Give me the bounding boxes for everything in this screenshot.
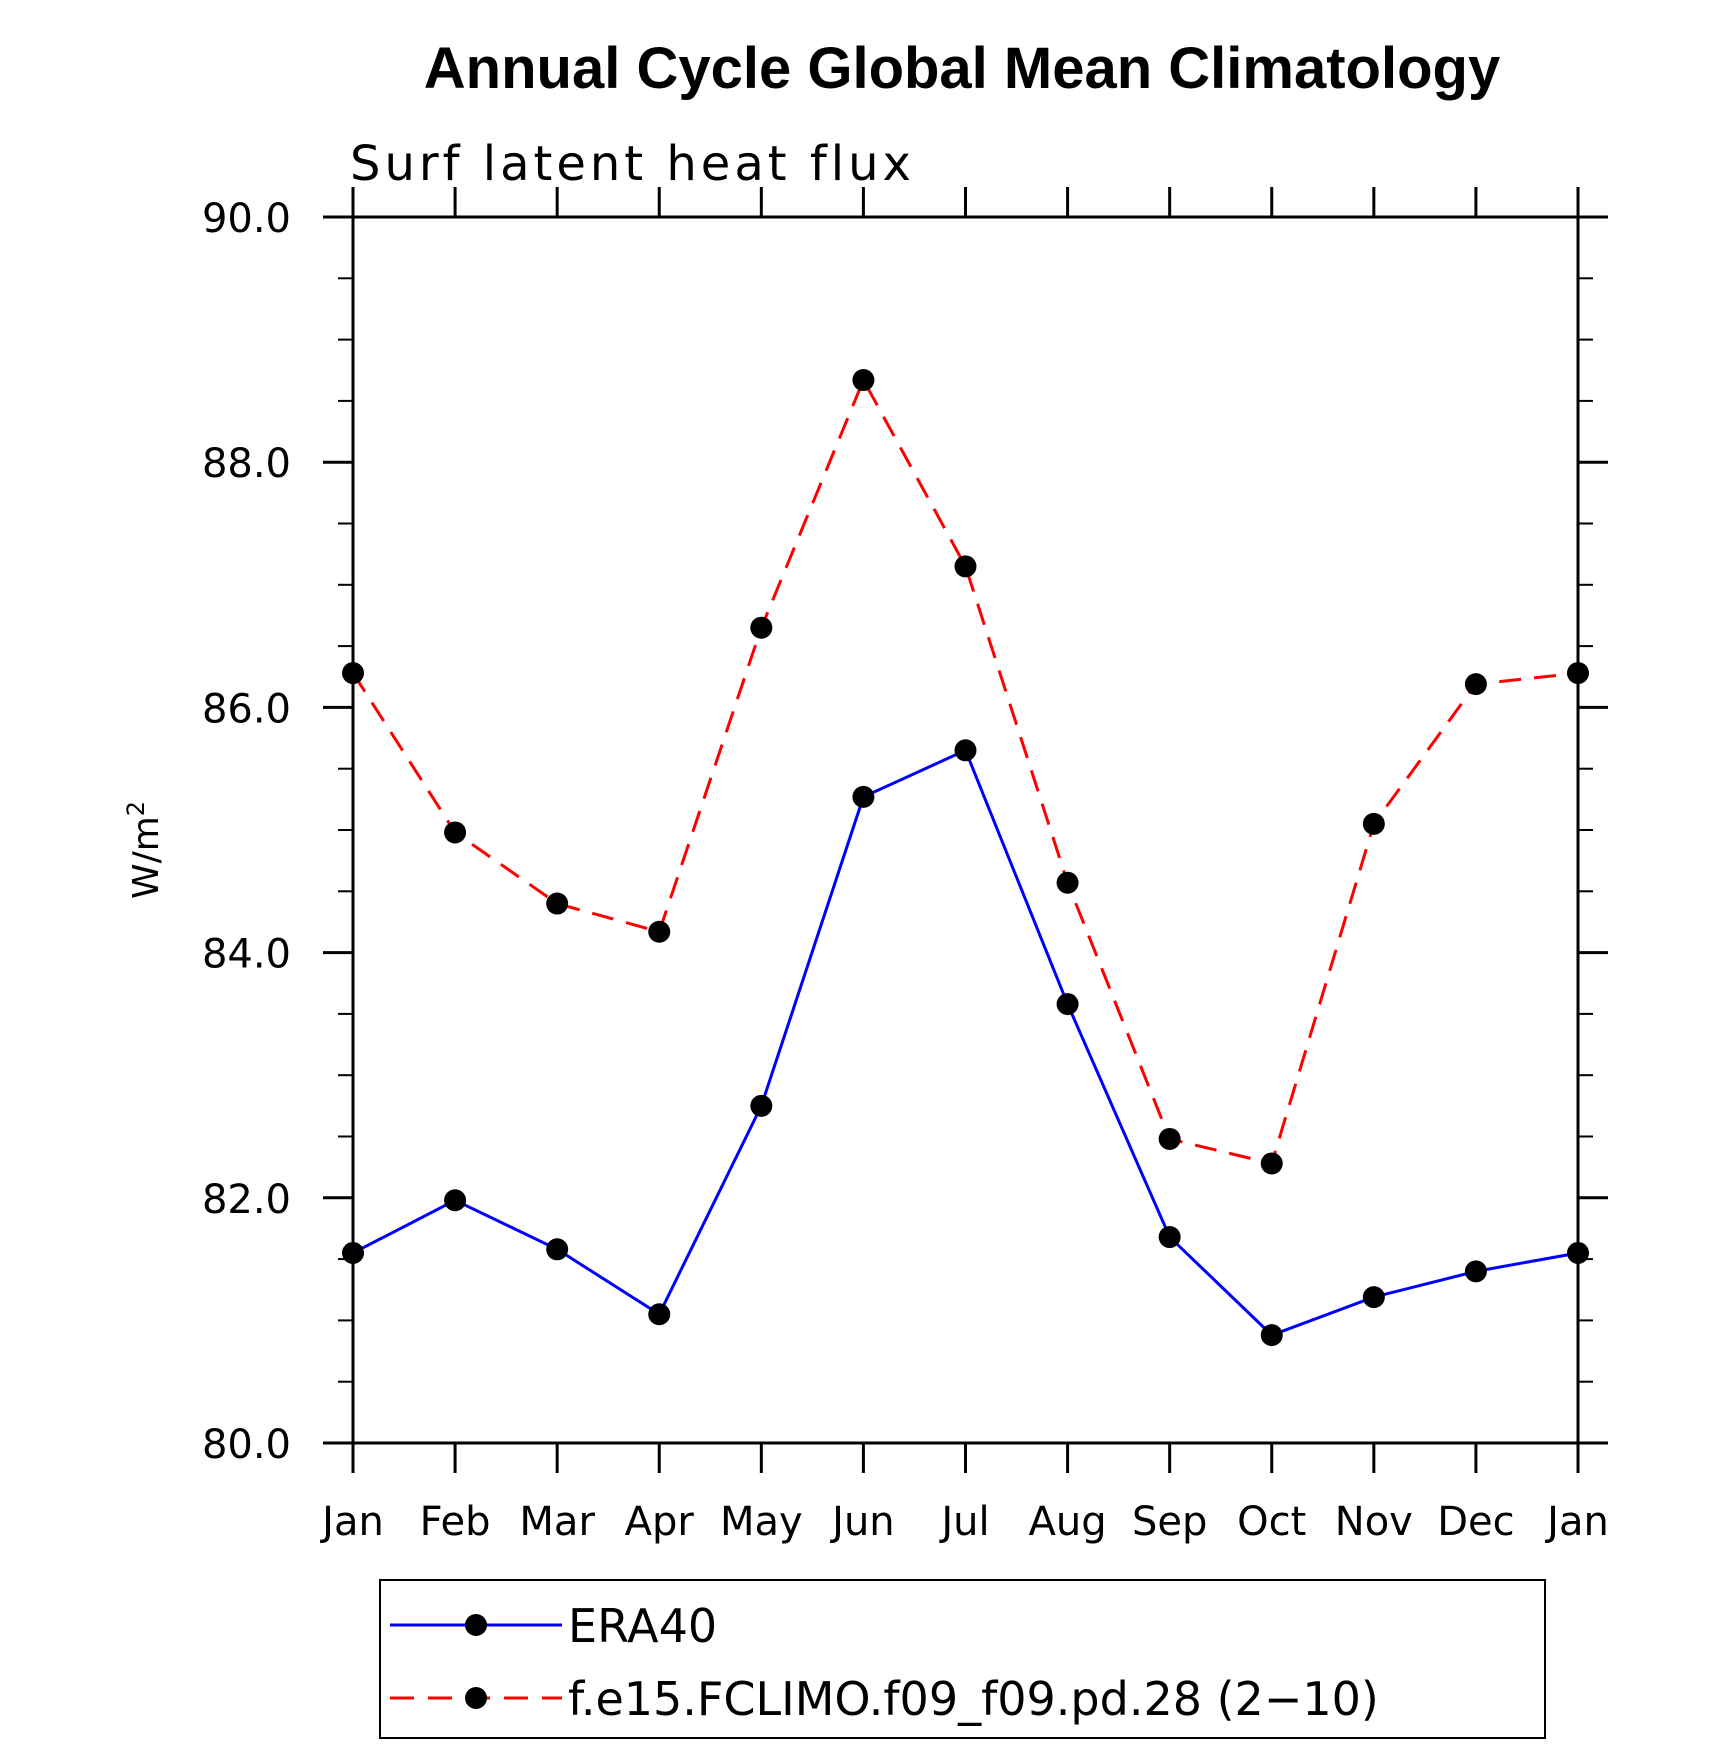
data-point bbox=[1158, 1127, 1181, 1150]
data-point bbox=[1158, 1226, 1181, 1249]
data-point bbox=[648, 920, 671, 943]
x-tick-label: Jan bbox=[319, 1499, 384, 1545]
data-point bbox=[1260, 1152, 1283, 1175]
data-point bbox=[1056, 871, 1079, 894]
data-point bbox=[444, 821, 467, 844]
x-tick-label: Aug bbox=[1029, 1499, 1107, 1545]
x-tick-label: Sep bbox=[1132, 1499, 1207, 1545]
data-point bbox=[1567, 662, 1589, 685]
data-point bbox=[750, 616, 773, 639]
chart-title: Annual Cycle Global Mean Climatology bbox=[424, 36, 1500, 101]
y-axis-label-text: W/m bbox=[126, 816, 167, 899]
chart-subtitle: Surf latent heat flux bbox=[350, 136, 915, 192]
legend-box bbox=[379, 1579, 1546, 1739]
series-line bbox=[351, 376, 1579, 1166]
data-point bbox=[546, 892, 569, 915]
x-tick-label: Oct bbox=[1237, 1499, 1306, 1545]
series-layer bbox=[342, 369, 1589, 1347]
data-point bbox=[1260, 1324, 1283, 1347]
x-tick-label: Feb bbox=[420, 1499, 491, 1545]
x-tick-label: Mar bbox=[519, 1499, 595, 1545]
y-tick-label: 88.0 bbox=[202, 441, 291, 487]
data-point bbox=[1056, 993, 1079, 1016]
data-point bbox=[444, 1189, 467, 1212]
x-tick-label: Dec bbox=[1437, 1499, 1514, 1545]
series-line bbox=[352, 748, 1579, 1337]
x-tick-label: Nov bbox=[1335, 1499, 1413, 1545]
data-point bbox=[852, 369, 875, 392]
data-point bbox=[342, 662, 364, 685]
y-tick-label: 84.0 bbox=[202, 932, 291, 978]
y-axis-label: W/m2 bbox=[122, 801, 167, 899]
data-point bbox=[1567, 1241, 1589, 1264]
data-point bbox=[648, 1303, 671, 1326]
plot-frame bbox=[351, 215, 1580, 1445]
legend-label: ERA40 bbox=[568, 1599, 717, 1653]
data-point bbox=[954, 555, 977, 578]
y-tick-label: 86.0 bbox=[202, 686, 291, 732]
y-tick-label: 90.0 bbox=[202, 196, 291, 242]
x-tick-label: May bbox=[720, 1499, 803, 1545]
data-point bbox=[546, 1238, 569, 1261]
legend-marker bbox=[465, 1614, 487, 1636]
x-tick-label: Jan bbox=[1544, 1499, 1609, 1545]
data-point bbox=[852, 785, 875, 808]
y-tick-label: 80.0 bbox=[202, 1422, 291, 1468]
data-point bbox=[954, 739, 977, 762]
data-point bbox=[750, 1094, 773, 1117]
y-axis-label-superscript: 2 bbox=[122, 801, 150, 816]
x-tick-label: Apr bbox=[625, 1499, 695, 1545]
x-tick-label: Jul bbox=[938, 1499, 989, 1545]
y-tick-label: 82.0 bbox=[202, 1177, 291, 1223]
data-point bbox=[342, 1241, 364, 1264]
data-point bbox=[1362, 1286, 1385, 1309]
plot-axes: Jan Feb Mar Apr May Jun Jul Aug Sep Oct Nov Dec Jan 8… bbox=[202, 187, 1609, 1545]
legend-marker bbox=[465, 1687, 487, 1709]
legend: ERA40 f.e15.FCLIMO.f09_f09.pd.28 (2−10) bbox=[379, 1579, 1546, 1739]
legend-label: f.e15.FCLIMO.f09_f09.pd.28 (2−10) bbox=[568, 1672, 1379, 1726]
data-point bbox=[1464, 1260, 1487, 1283]
data-point bbox=[1464, 673, 1487, 696]
data-point bbox=[1362, 812, 1385, 835]
x-tick-label: Jun bbox=[829, 1499, 895, 1545]
